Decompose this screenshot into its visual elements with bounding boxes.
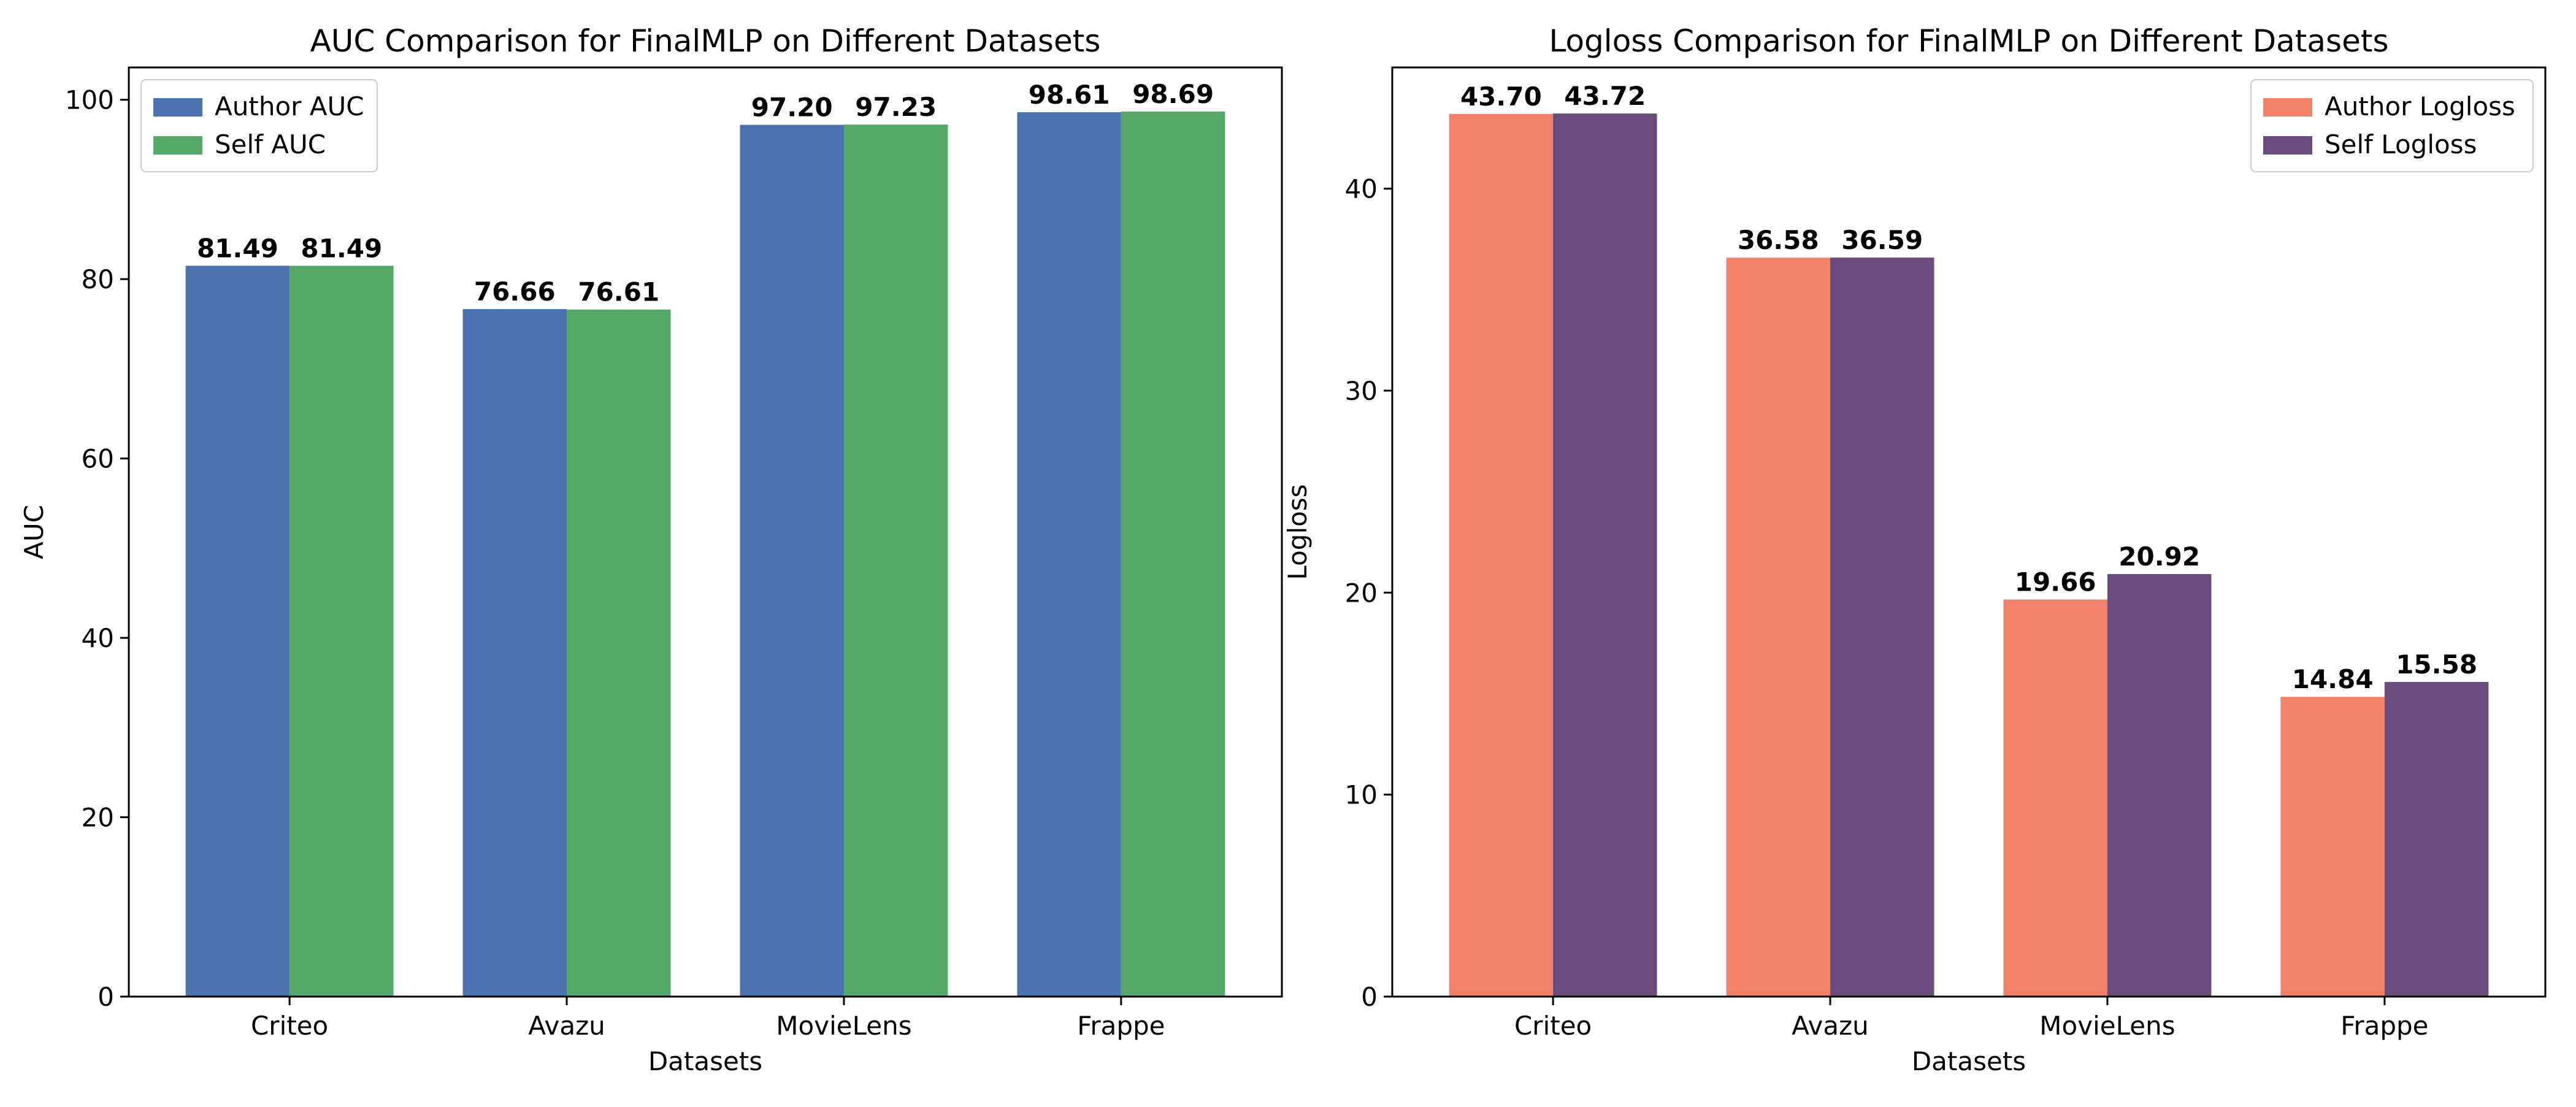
y-axis-label-1: Logloss <box>1282 484 1313 580</box>
legend-swatch-0-1 <box>153 136 202 155</box>
bar-1-1-3 <box>2384 681 2489 997</box>
data-label-1-1-2: 20.92 <box>2118 542 2200 572</box>
bar-1-1-2 <box>2107 574 2212 997</box>
y-tick-label-0-4: 80 <box>82 264 114 294</box>
data-label-1-1-0: 43.72 <box>1564 81 1646 111</box>
bar-0-0-2 <box>740 124 844 997</box>
x-tick-label-1-3: Frappe <box>2340 1011 2428 1041</box>
y-tick-label-0-1: 20 <box>82 803 114 833</box>
axes-frame-0 <box>128 66 1283 998</box>
data-label-1-0-0: 43.70 <box>1460 82 1542 112</box>
bar-0-1-2 <box>843 124 948 997</box>
bar-0-0-0 <box>185 266 290 997</box>
y-tick-label-1-2: 20 <box>1345 578 1378 608</box>
bar-1-0-3 <box>2280 697 2385 997</box>
chart-title-0: AUC Comparison for FinalMLP on Different… <box>310 23 1101 59</box>
data-label-0-0-0: 81.49 <box>197 233 278 263</box>
y-tick-label-1-4: 40 <box>1345 174 1378 204</box>
legend-swatch-1-1 <box>2263 136 2312 155</box>
data-label-1-1-1: 36.59 <box>1841 225 1923 255</box>
bar-1-0-0 <box>1449 113 1554 997</box>
bar-0-1-3 <box>1121 111 1225 997</box>
data-label-0-1-3: 98.69 <box>1132 79 1214 109</box>
legend-box-1 <box>2250 79 2534 172</box>
y-axis-label-0: AUC <box>19 505 49 559</box>
data-label-1-0-2: 19.66 <box>2015 567 2096 597</box>
x-tick-label-0-3: Frappe <box>1077 1011 1165 1041</box>
y-tick-label-0-3: 60 <box>82 444 114 474</box>
chart-title-1: Logloss Comparison for FinalMLP on Diffe… <box>1549 23 2389 59</box>
y-tick-label-1-0: 0 <box>1361 982 1378 1012</box>
bar-0-1-0 <box>289 266 394 997</box>
x-tick-label-1-1: Avazu <box>1792 1011 1869 1041</box>
bar-1-0-1 <box>1726 258 1831 997</box>
data-label-0-0-1: 76.66 <box>474 277 556 307</box>
y-tick-label-0-2: 40 <box>82 623 114 653</box>
x-axis-label-1: Datasets <box>1912 1046 2026 1076</box>
legend-label-1-0: Author Logloss <box>2325 91 2515 121</box>
x-tick-label-1-0: Criteo <box>1514 1011 1592 1041</box>
bar-0-0-1 <box>462 308 567 997</box>
data-label-1-0-3: 14.84 <box>2292 664 2374 694</box>
data-label-1-1-3: 15.58 <box>2396 649 2477 680</box>
bar-1-1-1 <box>1830 257 1934 997</box>
legend-swatch-1-0 <box>2263 98 2312 117</box>
x-tick-label-0-2: MovieLens <box>776 1011 911 1041</box>
bar-0-1-1 <box>567 309 671 997</box>
bar-1-1-0 <box>1553 113 1657 997</box>
data-label-0-0-2: 97.20 <box>751 93 833 123</box>
bar-0-0-3 <box>1017 112 1121 997</box>
x-tick-label-0-0: Criteo <box>251 1011 328 1041</box>
bar-1-0-2 <box>2003 599 2107 997</box>
y-tick-label-0-5: 100 <box>65 85 114 115</box>
data-label-0-0-3: 98.61 <box>1029 80 1110 110</box>
x-tick-label-0-1: Avazu <box>528 1011 605 1041</box>
legend-label-0-1: Self AUC <box>215 129 326 159</box>
x-axis-label-0: Datasets <box>648 1046 762 1076</box>
data-label-0-1-1: 76.61 <box>578 277 659 307</box>
legend-label-0-0: Author AUC <box>215 91 364 121</box>
legend-swatch-0-0 <box>153 98 202 117</box>
data-label-0-1-0: 81.49 <box>301 233 382 263</box>
axes-frame-1 <box>1391 66 2547 998</box>
legend-label-1-1: Self Logloss <box>2325 129 2477 159</box>
data-label-0-1-2: 97.23 <box>855 92 937 122</box>
y-tick-label-1-3: 30 <box>1345 376 1378 406</box>
y-tick-label-0-0: 0 <box>98 982 114 1012</box>
y-tick-label-1-1: 10 <box>1345 780 1378 810</box>
x-tick-label-1-2: MovieLens <box>2039 1011 2175 1041</box>
data-label-1-0-1: 36.58 <box>1738 225 1819 255</box>
